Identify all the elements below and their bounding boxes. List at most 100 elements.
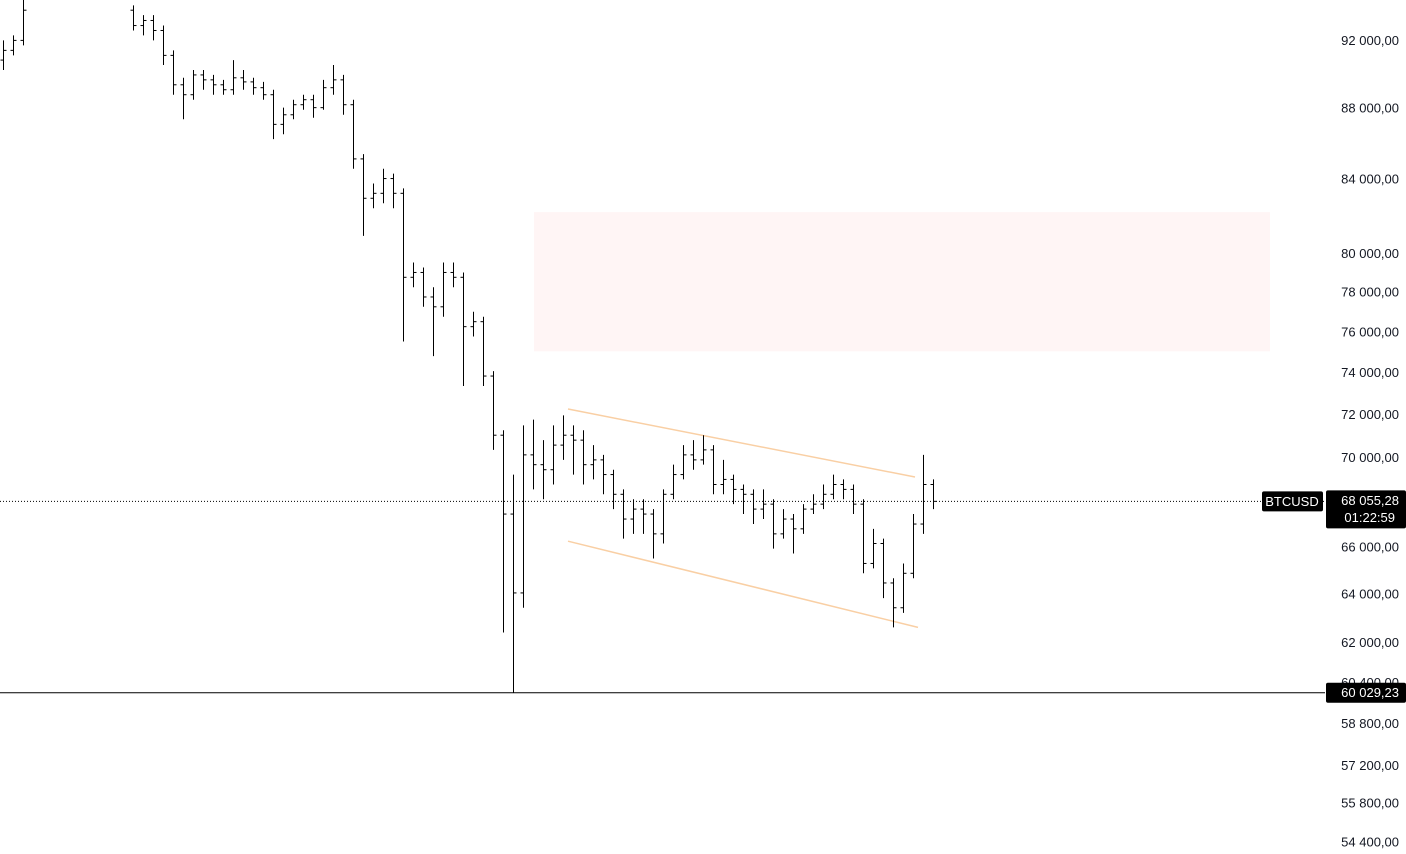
ohlc-bar (880, 538, 887, 599)
ohlc-bar (680, 445, 687, 480)
trend-line (567, 408, 916, 478)
ohlc-bar (340, 74, 347, 115)
ohlc-bar (520, 425, 527, 608)
ohlc-bar (590, 445, 597, 480)
ohlc-bar (870, 528, 877, 569)
zone (534, 212, 1270, 352)
ohlc-bar (260, 81, 267, 100)
low-label: 60 029,23 (1341, 685, 1399, 700)
ohlc-bar (830, 474, 837, 500)
y-tick-label: 58 800,00 (1341, 716, 1399, 731)
ohlc-bar (220, 79, 227, 95)
ohlc-bar (180, 77, 187, 120)
ohlc-bar (320, 79, 327, 110)
y-tick-label: 57 200,00 (1341, 758, 1399, 773)
ohlc-bar (540, 440, 547, 500)
ohlc-bar (710, 445, 717, 495)
ohlc-bar (740, 484, 747, 515)
ohlc-bar (550, 425, 557, 485)
ohlc-bar (570, 425, 577, 475)
ohlc-bar (790, 514, 797, 554)
ohlc-bar (700, 435, 707, 465)
ohlc-bar (660, 489, 667, 544)
y-tick-label: 55 800,00 (1341, 796, 1399, 811)
ohlc-bar (370, 183, 377, 209)
ohlc-bar (900, 563, 907, 613)
ohlc-bar (670, 464, 677, 500)
ohlc-bar (200, 70, 207, 90)
y-tick-label: 62 000,00 (1341, 635, 1399, 650)
ohlc-bar (910, 514, 917, 579)
ohlc-bar (210, 74, 217, 95)
ohlc-bar (770, 499, 777, 549)
y-tick-label: 84 000,00 (1341, 172, 1399, 187)
y-tick-label: 92 000,00 (1341, 33, 1399, 48)
ohlc-bar (130, 5, 137, 31)
ohlc-bar (350, 99, 357, 169)
y-tick-label: 80 000,00 (1341, 246, 1399, 261)
ohlc-bar (190, 70, 197, 100)
ohlc-bar (0, 40, 7, 71)
ohlc-bar (480, 316, 487, 386)
ohlc-bar (600, 454, 607, 495)
countdown-label: 01:22:59 (1344, 510, 1395, 525)
ohlc-bar (750, 489, 757, 525)
ohlc-bar (850, 484, 857, 515)
ohlc-bar (580, 430, 587, 485)
ohlc-bar (390, 173, 397, 209)
ohlc-bar (730, 474, 737, 505)
ohlc-bar (160, 25, 167, 65)
ohlc-bar (170, 50, 177, 95)
ohlc-bar (450, 262, 457, 288)
ohlc-bar (920, 454, 927, 534)
ohlc-bar (760, 489, 767, 520)
ohlc-bar (410, 262, 417, 288)
ohlc-bar (280, 107, 287, 135)
y-tick-label: 64 000,00 (1341, 587, 1399, 602)
ohlc-bar (250, 77, 257, 95)
ohlc-bar (780, 509, 787, 539)
ohlc-bar (860, 499, 867, 574)
ohlc-bar (500, 430, 507, 633)
ohlc-bar (310, 94, 317, 118)
ohlc-bar (530, 419, 537, 490)
ohlc-bar (20, 0, 27, 46)
y-tick-label: 54 400,00 (1341, 834, 1399, 849)
ohlc-bar (430, 287, 437, 357)
ohlc-bar (610, 469, 617, 510)
ohlc-bar (290, 99, 297, 120)
ohlc-bar (470, 311, 477, 337)
ohlc-bar (230, 60, 237, 95)
symbol-label: BTCUSD (1265, 494, 1318, 509)
ohlc-bar (380, 168, 387, 204)
ohlc-bar (300, 94, 307, 110)
ohlc-bar (420, 267, 427, 307)
ohlc-bar (460, 272, 467, 386)
y-tick-label: 88 000,00 (1341, 101, 1399, 116)
ohlc-bar (270, 89, 277, 140)
ohlc-bar (360, 154, 367, 236)
ohlc-bar (620, 489, 627, 539)
ohlc-bar (490, 371, 497, 450)
ohlc-bar (720, 459, 727, 495)
ohlc-bar (690, 440, 697, 470)
ohlc-bar (510, 474, 517, 693)
y-tick-label: 78 000,00 (1341, 285, 1399, 300)
ohlc-bar (10, 35, 17, 56)
ohlc-bar (150, 15, 157, 41)
symbol-label-bg (1262, 491, 1323, 512)
ohlc-bar (640, 499, 647, 534)
ohlc-bar (240, 70, 247, 90)
y-tick-label: 66 000,00 (1341, 540, 1399, 555)
ohlc-bar (650, 509, 657, 559)
ohlc-bar (800, 504, 807, 534)
ohlc-bar (810, 494, 817, 515)
low-label-bg (1326, 682, 1406, 703)
ohlc-bar (400, 188, 407, 342)
ohlc-bar (140, 15, 147, 36)
ohlc-bar (930, 479, 937, 510)
y-tick-label: 76 000,00 (1341, 324, 1399, 339)
ohlc-bar (820, 484, 827, 510)
